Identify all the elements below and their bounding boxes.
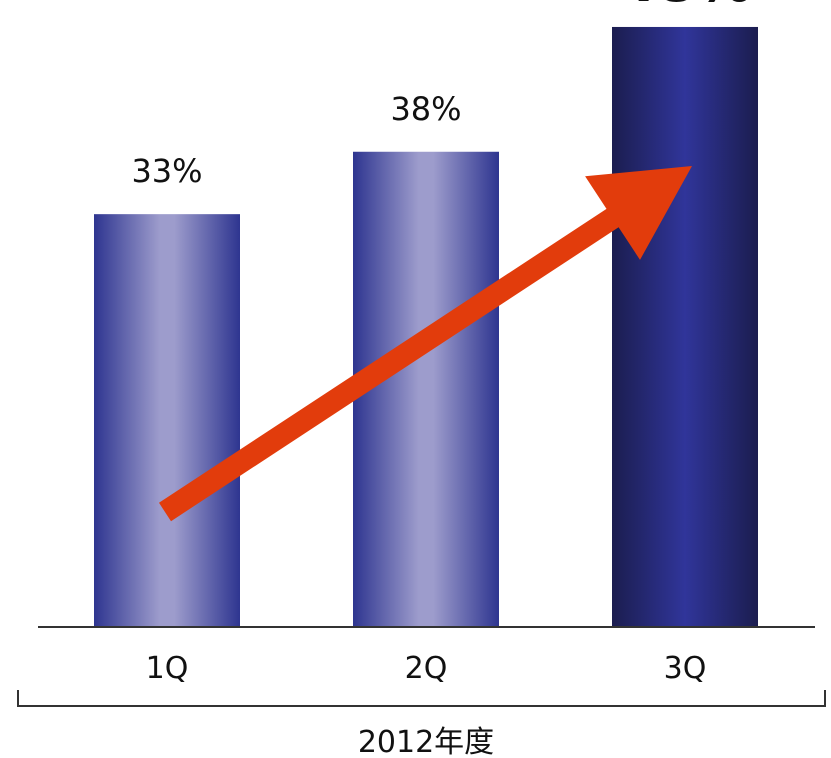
- bar-2q: [353, 151, 499, 626]
- trend-arrow: [159, 166, 692, 522]
- bar-3q: [612, 26, 758, 626]
- bars: [94, 26, 758, 626]
- value-labels: 33% 38% 48%: [131, 0, 752, 190]
- value-label-3q: 48%: [618, 0, 752, 15]
- category-label-3q: 3Q: [664, 651, 707, 686]
- category-label-1q: 1Q: [146, 651, 189, 686]
- trend-arrow-icon: [159, 166, 692, 522]
- bar-1q: [94, 214, 240, 626]
- category-labels: 1Q 2Q 3Q: [146, 651, 707, 686]
- value-label-1q: 33%: [131, 152, 202, 190]
- group-bracket-line: [17, 690, 826, 707]
- value-label-2q: 38%: [390, 90, 461, 128]
- group-bracket: 2012年度: [17, 690, 826, 758]
- group-label: 2012年度: [358, 725, 494, 758]
- category-label-2q: 2Q: [405, 651, 448, 686]
